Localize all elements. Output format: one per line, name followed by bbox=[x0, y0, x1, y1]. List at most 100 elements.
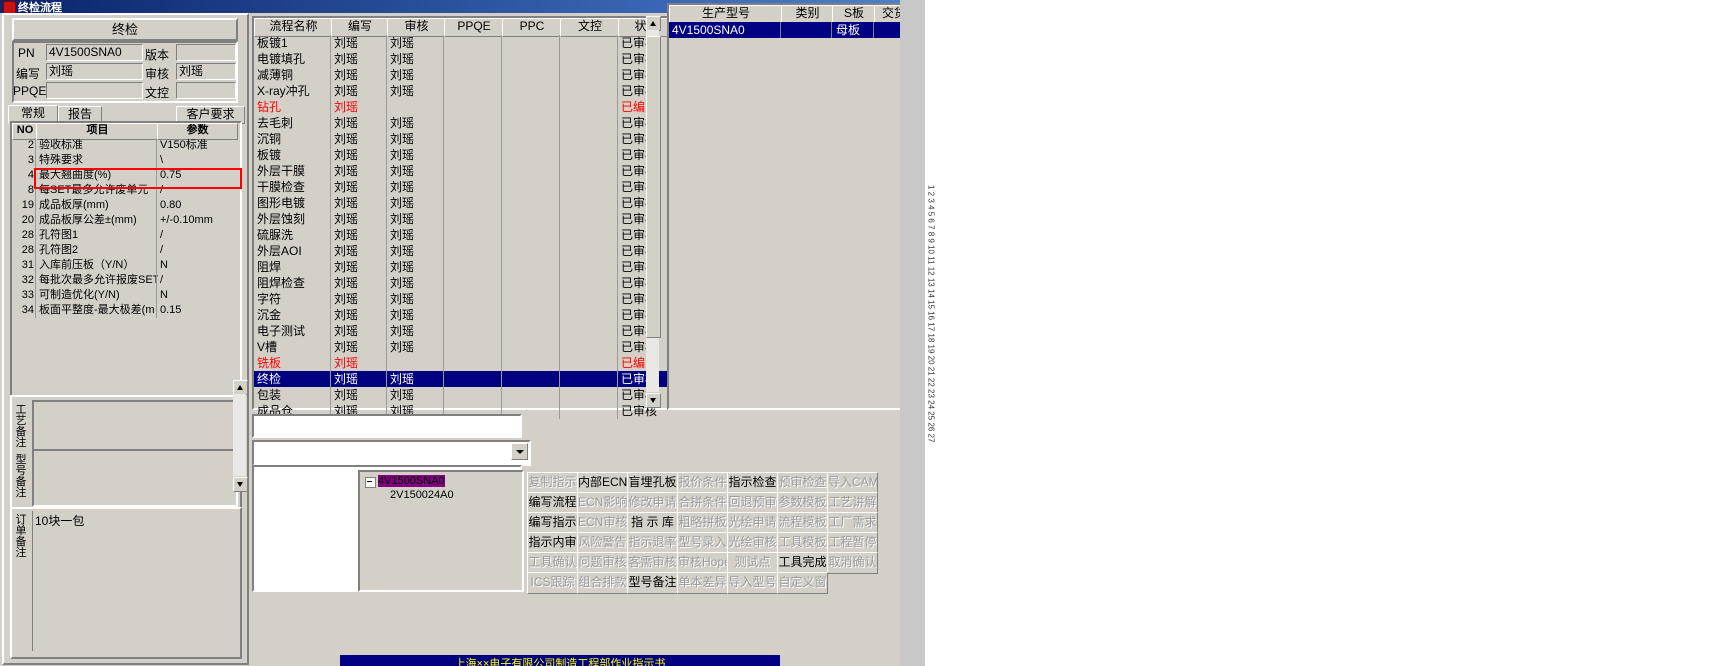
table-row[interactable]: 2 验收标准 V150标准 bbox=[12, 138, 240, 153]
cell-ppc bbox=[502, 35, 561, 51]
table-row[interactable]: 铣板 刘瑶 已编写 bbox=[254, 355, 668, 371]
col-item[interactable]: 项目 bbox=[36, 123, 159, 140]
cell-item: 每SET最多允许废单元 bbox=[39, 184, 149, 196]
cell-writer: 刘瑶 bbox=[334, 292, 359, 306]
table-row[interactable]: V槽 刘瑶 刘瑶 已审核 bbox=[254, 339, 668, 355]
parameter-grid[interactable]: NO 项目 参数 2 验收标准 V150标准 3 特殊要求 \ 4 最大翘曲度(%) 0.75 8… bbox=[10, 121, 242, 397]
action-button-3-1[interactable]: 编写指示 bbox=[527, 512, 578, 534]
cell-param: 0.75 bbox=[160, 169, 182, 181]
pn-input[interactable]: 4V1500SNA0 bbox=[46, 44, 143, 61]
table-row[interactable]: 34 板面平整度-最大极差(m 0.15 bbox=[12, 303, 240, 318]
cell-param: \ bbox=[160, 154, 164, 166]
tree-node-child[interactable]: 2V150024A0 bbox=[390, 489, 454, 501]
cell-reviewer: 刘瑶 bbox=[390, 372, 415, 386]
cell-reviewer: 刘瑶 bbox=[390, 148, 415, 162]
cell-ppqe bbox=[444, 371, 503, 387]
word-document-pane: 1 2 3 4 5 6 7 8 9 10 11 12 13 14 15 16 1… bbox=[900, 0, 1711, 666]
memo-scroll-down[interactable] bbox=[233, 477, 248, 492]
table-row[interactable]: 沉金 刘瑶 刘瑶 已审核 bbox=[254, 307, 668, 323]
scroll-thumb[interactable] bbox=[646, 36, 661, 338]
table-row[interactable]: 阻焊 刘瑶 刘瑶 已审核 bbox=[254, 259, 668, 275]
cell-reviewer: 刘瑶 bbox=[390, 68, 415, 82]
table-row[interactable]: 外层干膜 刘瑶 刘瑶 已审核 bbox=[254, 163, 668, 179]
tab-report[interactable]: 报告 bbox=[58, 106, 102, 124]
table-row[interactable]: 阻焊检查 刘瑶 刘瑶 已审核 bbox=[254, 275, 668, 291]
table-row[interactable]: 33 可制造优化(Y/N) N bbox=[12, 288, 240, 303]
process-memo-input[interactable] bbox=[32, 400, 238, 452]
table-row[interactable]: 字符 刘瑶 刘瑶 已审核 bbox=[254, 291, 668, 307]
order-memo-input[interactable]: 10块一包 bbox=[32, 511, 235, 651]
table-row[interactable]: 28 孔符图1 / bbox=[12, 228, 240, 243]
memo-scroll-track[interactable] bbox=[233, 394, 246, 476]
table-row[interactable]: 20 成品板厚公差±(mm) +/-0.10mm bbox=[12, 213, 240, 228]
table-row[interactable]: X-ray冲孔 刘瑶 刘瑶 已审核 bbox=[254, 83, 668, 99]
table-row[interactable]: 8 每SET最多允许废单元 / bbox=[12, 183, 240, 198]
version-label: 版本 bbox=[145, 48, 170, 62]
action-button-1-5[interactable]: 指示检查 bbox=[727, 472, 778, 494]
table-row[interactable]: 板镀 刘瑶 刘瑶 已审核 bbox=[254, 147, 668, 163]
note-field-top[interactable] bbox=[252, 414, 522, 438]
cell-reviewer: 刘瑶 bbox=[390, 292, 415, 306]
table-row[interactable]: 3 特殊要求 \ bbox=[12, 153, 240, 168]
table-row[interactable]: 包装 刘瑶 刘瑶 已审核 bbox=[254, 387, 668, 403]
combo-dropdown-button[interactable] bbox=[511, 443, 528, 460]
table-row[interactable]: 电子测试 刘瑶 刘瑶 已审核 bbox=[254, 323, 668, 339]
reviewer-input[interactable]: 刘瑶 bbox=[176, 63, 236, 80]
action-button-4-1[interactable]: 指示内审 bbox=[527, 532, 578, 554]
table-row[interactable]: 沉铜 刘瑶 刘瑶 已审核 bbox=[254, 131, 668, 147]
cell-writer: 刘瑶 bbox=[334, 276, 359, 290]
process-flow-grid[interactable]: 流程名称 编写 审核 PPQE PPC 文控 状态 板镀1刘瑶刘瑶已审核电镀填孔… bbox=[252, 16, 675, 419]
process-flow-scrollbar[interactable] bbox=[646, 16, 661, 408]
table-row[interactable]: 28 孔符图2 / bbox=[12, 243, 240, 258]
col-ppc[interactable]: PPC bbox=[502, 18, 562, 37]
col-writer[interactable]: 编写 bbox=[331, 18, 389, 37]
action-button-1-2[interactable]: 内部ECN bbox=[577, 472, 628, 494]
cell-flow-name: 阻焊 bbox=[257, 260, 282, 274]
production-model-grid[interactable]: 生产型号 类别 S板 交货期 4V1500SNA0 母板 bbox=[667, 3, 926, 410]
table-row[interactable]: 干膜检查 刘瑶 刘瑶 已审核 bbox=[254, 179, 668, 195]
table-row[interactable]: 外层蚀刻 刘瑶 刘瑶 已审核 bbox=[254, 211, 668, 227]
memo-scroll-up[interactable] bbox=[233, 380, 248, 395]
table-row[interactable]: 图形电镀 刘瑶 刘瑶 已审核 bbox=[254, 195, 668, 211]
doccontrol-input[interactable] bbox=[176, 82, 236, 99]
table-row[interactable]: 硫脲洗 刘瑶 刘瑶 已审核 bbox=[254, 227, 668, 243]
table-row[interactable]: 减薄铜 刘瑶 刘瑶 已审核 bbox=[254, 67, 668, 83]
action-button-3-3[interactable]: 指 示 库 bbox=[627, 512, 678, 534]
table-row[interactable]: 外层AOI 刘瑶 刘瑶 已审核 bbox=[254, 243, 668, 259]
tab-customer-requirements[interactable]: 客户要求 bbox=[176, 106, 245, 124]
action-button-5-6[interactable]: 工具完成 bbox=[777, 552, 828, 574]
ppqe-input[interactable] bbox=[46, 82, 143, 99]
table-row[interactable]: 钻孔 刘瑶 已编写 bbox=[254, 99, 668, 115]
col-flow-name[interactable]: 流程名称 bbox=[254, 18, 333, 37]
table-row[interactable]: 去毛刺 刘瑶 刘瑶 已审核 bbox=[254, 115, 668, 131]
model-memo-input[interactable] bbox=[32, 449, 238, 507]
scroll-down-button[interactable] bbox=[646, 393, 661, 408]
action-button-6-1: ICS跟踪 bbox=[527, 572, 578, 594]
col-param[interactable]: 参数 bbox=[157, 123, 238, 140]
action-button-6-3[interactable]: 型号备注 bbox=[627, 572, 678, 594]
cell-flow-name: 电子测试 bbox=[257, 324, 306, 338]
selector-combo[interactable] bbox=[252, 440, 531, 466]
version-input[interactable] bbox=[176, 44, 236, 61]
table-row[interactable]: 31 入库前压板（Y/N） N bbox=[12, 258, 240, 273]
writer-label: 编写 bbox=[16, 67, 41, 81]
col-production-model[interactable]: 生产型号 bbox=[669, 5, 783, 24]
table-row[interactable]: 32 每批次最多允许报废SET / bbox=[12, 273, 240, 288]
tree-node-root[interactable]: 4V1500SNA0 bbox=[378, 475, 445, 487]
table-row[interactable]: 4V1500SNA0 母板 bbox=[669, 22, 901, 38]
table-row[interactable]: 终检 刘瑶 刘瑶 已审核 bbox=[254, 371, 668, 387]
table-row[interactable]: 板镀1 刘瑶 刘瑶 已审核 bbox=[254, 35, 668, 51]
table-row[interactable]: 19 成品板厚(mm) 0.80 bbox=[12, 198, 240, 213]
model-tree[interactable]: 4V1500SNA0 2V150024A0 bbox=[358, 470, 524, 592]
action-button-2-1[interactable]: 编写流程 bbox=[527, 492, 578, 514]
col-no[interactable]: NO bbox=[12, 123, 38, 140]
col-ppqe[interactable]: PPQE bbox=[444, 18, 504, 37]
tree-expander-icon[interactable] bbox=[365, 477, 376, 488]
table-row[interactable]: 电镀填孔 刘瑶 刘瑶 已审核 bbox=[254, 51, 668, 67]
memo-scrollbar[interactable] bbox=[233, 380, 248, 492]
scroll-up-button[interactable] bbox=[646, 16, 661, 31]
action-button-1-3[interactable]: 盲埋孔板 bbox=[627, 472, 678, 494]
table-row[interactable]: 4 最大翘曲度(%) 0.75 bbox=[12, 168, 240, 183]
col-doc[interactable]: 文控 bbox=[560, 18, 620, 37]
writer-input[interactable]: 刘瑶 bbox=[46, 63, 143, 80]
